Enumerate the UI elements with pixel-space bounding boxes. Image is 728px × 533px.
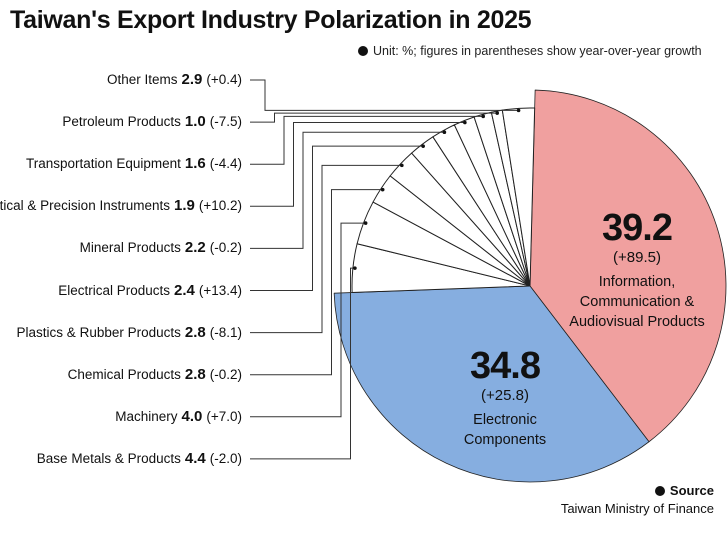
leader-line xyxy=(250,145,424,291)
slice-growth: (-4.4) xyxy=(209,156,242,172)
leader-line xyxy=(250,267,355,460)
slice-name: Plastics & Rubber Products xyxy=(16,324,181,340)
slice-value: 2.8 xyxy=(184,365,206,383)
leader-dot xyxy=(463,120,467,125)
source-value: Taiwan Ministry of Finance xyxy=(560,501,714,516)
slice-name: Other Items xyxy=(106,72,178,87)
slice-label-mineral-products: Mineral Products 2.2 (-0.2) xyxy=(80,239,242,257)
leader-dot xyxy=(516,108,521,113)
leader-dot xyxy=(353,266,357,270)
electronic-growth: (+25.8) xyxy=(481,387,529,404)
slice-growth: (+13.4) xyxy=(198,282,242,298)
leader-line xyxy=(250,121,465,207)
ict-name: Information, Communication & Audiovisual P… xyxy=(569,274,705,330)
slice-value: 1.9 xyxy=(173,197,195,215)
slice-value: 2.4 xyxy=(173,281,195,299)
slice-value: 2.2 xyxy=(184,239,206,257)
leader-dot xyxy=(481,114,486,119)
slice-label-chemical-products: Chemical Products 2.8 (-0.2) xyxy=(68,366,242,384)
slice-growth: (-0.2) xyxy=(209,366,242,382)
leader-line xyxy=(250,115,484,165)
electronic-slice-label: 34.8 (+25.8) Electronic Components xyxy=(430,346,580,450)
slice-value: 4.4 xyxy=(184,449,206,467)
slice-label-optical-precision-instruments: Optical & Precision Instruments 1.9 (+10.2… xyxy=(0,197,242,215)
leader-dot xyxy=(380,187,385,192)
ict-slice-label: 39.2 (+89.5) Information, Communication &… xyxy=(552,208,722,332)
slice-growth: (+7.0) xyxy=(206,408,242,424)
slice-name: Electrical Products xyxy=(58,282,170,298)
slice-value: 2.8 xyxy=(184,323,206,341)
leader-line xyxy=(250,112,498,123)
leader-dot xyxy=(421,144,425,148)
slice-name: Petroleum Products xyxy=(62,114,181,130)
slice-value: 1.6 xyxy=(184,155,206,173)
slice-growth: (-0.2) xyxy=(209,240,242,256)
source-note: Source Taiwan Ministry of Finance xyxy=(561,482,714,518)
leader-dot xyxy=(363,221,368,225)
slice-growth: (-8.1) xyxy=(209,324,242,340)
slice-name: Machinery xyxy=(115,408,178,424)
ict-value: 39.2 xyxy=(602,207,673,249)
slice-label-electrical-products: Electrical Products 2.4 (+13.4) xyxy=(58,282,242,300)
slice-label-other-items: Other Items 2.9 (+0.4) xyxy=(107,71,242,89)
slice-growth: (-2.0) xyxy=(209,450,242,466)
ict-growth: (+89.5) xyxy=(613,249,661,266)
slice-growth: (+10.2) xyxy=(198,198,242,214)
slice-label-machinery: Machinery 4.0 (+7.0) xyxy=(115,408,242,426)
leader-dot xyxy=(495,111,500,115)
leader-line xyxy=(250,79,519,111)
slice-value: 2.9 xyxy=(181,71,203,88)
slice-label-transportation-equipment: Transportation Equipment 1.6 (-4.4) xyxy=(26,155,242,173)
pie-slice-electronic-components xyxy=(333,285,650,483)
slice-name: Transportation Equipment xyxy=(26,156,181,172)
slice-value: 4.0 xyxy=(181,407,203,425)
bullet-dot-icon xyxy=(654,486,665,496)
slice-name: Mineral Products xyxy=(79,240,181,256)
slice-growth: (-7.5) xyxy=(209,114,242,130)
leader-line xyxy=(250,164,402,334)
source-label-text: Source xyxy=(669,483,714,498)
leader-line xyxy=(250,189,383,376)
leader-line xyxy=(250,131,445,249)
slice-name: Optical & Precision Instruments xyxy=(0,198,170,214)
leader-line xyxy=(250,222,366,418)
bullet-dot-icon xyxy=(358,46,368,56)
slice-name: Chemical Products xyxy=(67,366,181,382)
slice-name: Base Metals & Products xyxy=(36,450,181,466)
slice-label-plastics-rubber-products: Plastics & Rubber Products 2.8 (-8.1) xyxy=(17,324,242,342)
chart-title: Taiwan's Export Industry Polarization in… xyxy=(10,6,532,34)
pie-slice-information-communication-audiovisual-products xyxy=(529,89,727,443)
leader-dot xyxy=(400,163,404,168)
unit-note: Unit: %; figures in parentheses show yea… xyxy=(358,44,702,58)
electronic-name: Electronic Components xyxy=(463,412,547,448)
slice-growth: (+0.4) xyxy=(206,72,242,87)
electronic-value: 34.8 xyxy=(470,345,541,387)
unit-note-text: Unit: %; figures in parentheses show yea… xyxy=(373,44,702,58)
source-label: Source xyxy=(561,482,714,500)
slice-label-petroleum-products: Petroleum Products 1.0 (-7.5) xyxy=(62,113,242,131)
slice-label-base-metals-products: Base Metals & Products 4.4 (-2.0) xyxy=(37,450,242,468)
leader-dot xyxy=(442,130,447,135)
slice-value: 1.0 xyxy=(184,113,206,131)
